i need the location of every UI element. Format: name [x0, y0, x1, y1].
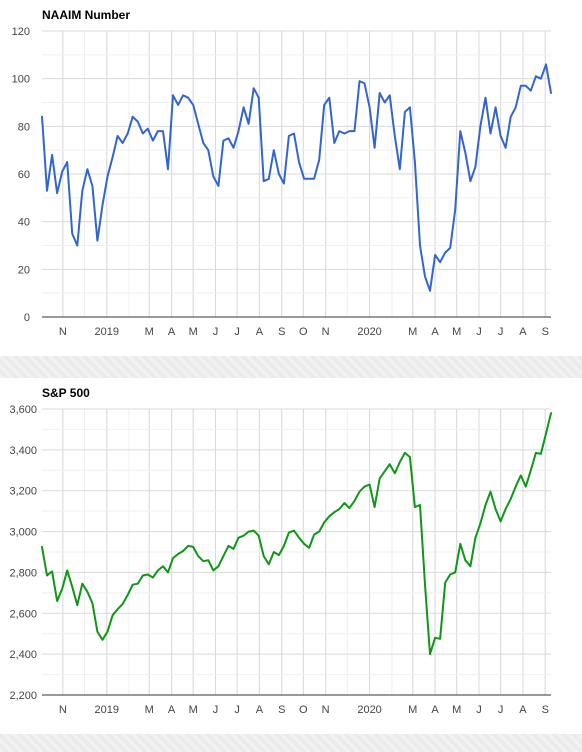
naaim-axes: 0 20 40 60 80 100 120 N 2019 M A M J J A S O N 2020 M A M J J A S — [12, 26, 549, 338]
sp500-x-tick-label: M — [452, 704, 461, 716]
naaim-x-tick-label: M — [452, 326, 461, 338]
naaim-x-tick-label: N — [322, 326, 330, 338]
sp500-y-tick-label: 2,200 — [9, 690, 37, 702]
naaim-x-tick-label: S — [542, 326, 549, 338]
naaim-x-tick-label: S — [278, 326, 285, 338]
naaim-x-tick-label: 2020 — [357, 326, 381, 338]
sp500-x-tick-label: A — [256, 704, 264, 716]
naaim-y-tick-label: 120 — [12, 26, 30, 38]
sp500-x-tick-label: J — [234, 704, 240, 716]
sp500-y-tick-label: 2,600 — [9, 608, 37, 620]
sp500-y-tick-label: 3,200 — [9, 486, 37, 498]
sp500-chart: S&P 500 2,200 2,400 2,600 2,800 3,000 3,200 3,… — [9, 386, 552, 716]
naaim-y-tick-label: 60 — [18, 169, 30, 181]
naaim-x-tick-label: O — [299, 326, 308, 338]
naaim-series — [41, 63, 552, 292]
sp500-y-tick-label: 2,400 — [9, 649, 37, 661]
sp500-x-tick-label: S — [542, 704, 549, 716]
naaim-x-tick-label: J — [213, 326, 219, 338]
naaim-x-tick-label: J — [476, 326, 482, 338]
naaim-x-tick-label: 2019 — [95, 326, 119, 338]
naaim-x-tick-label: A — [256, 326, 264, 338]
sp500-x-tick-label: N — [322, 704, 330, 716]
naaim-y-tick-label: 0 — [24, 312, 30, 324]
sp500-x-tick-label: O — [299, 704, 308, 716]
sp500-x-tick-label: A — [168, 704, 176, 716]
naaim-x-tick-label: J — [234, 326, 240, 338]
sp500-y-tick-label: 3,000 — [9, 527, 37, 539]
sp500-y-tick-label: 3,400 — [9, 445, 37, 457]
sp500-y-tick-label: 2,800 — [9, 567, 37, 579]
naaim-x-tick-label: A — [519, 326, 527, 338]
sp500-x-tick-label: M — [408, 704, 417, 716]
naaim-chart: NAAIM Number 0 20 40 60 80 100 120 N 2019 M A M J J A S… — [12, 8, 552, 338]
naaim-x-tick-label: M — [145, 326, 154, 338]
naaim-y-tick-label: 20 — [18, 264, 30, 276]
sp500-x-tick-label: A — [519, 704, 527, 716]
sp500-x-tick-label: S — [278, 704, 285, 716]
sp500-x-tick-label: J — [213, 704, 219, 716]
sp500-x-tick-label: J — [476, 704, 482, 716]
naaim-y-tick-label: 100 — [12, 74, 30, 86]
sp500-series — [41, 412, 552, 656]
sp500-axes: 2,200 2,400 2,600 2,800 3,000 3,200 3,400 3,600… — [9, 404, 548, 716]
naaim-x-tick-label: M — [408, 326, 417, 338]
sp500-chart-panel: S&P 500 2,200 2,400 2,600 2,800 3,000 3,200 3,… — [0, 378, 582, 734]
sp500-x-tick-label: M — [189, 704, 198, 716]
naaim-x-tick-label: A — [168, 326, 176, 338]
sp500-x-tick-label: M — [145, 704, 154, 716]
separator-strip — [0, 356, 582, 378]
naaim-x-tick-label: A — [431, 326, 439, 338]
sp500-x-tick-label: 2020 — [357, 704, 381, 716]
sp500-grid — [42, 408, 551, 696]
naaim-y-tick-label: 80 — [18, 121, 30, 133]
naaim-series-line — [41, 63, 552, 292]
naaim-x-tick-label: J — [498, 326, 504, 338]
naaim-x-tick-label: N — [59, 326, 67, 338]
sp500-x-tick-label: 2019 — [95, 704, 119, 716]
naaim-chart-title: NAAIM Number — [42, 8, 130, 22]
sp500-y-tick-label: 3,600 — [9, 404, 37, 416]
naaim-y-tick-label: 40 — [18, 217, 30, 229]
naaim-grid — [42, 30, 551, 318]
sp500-chart-title: S&P 500 — [42, 386, 90, 400]
sp500-x-tick-label: J — [498, 704, 504, 716]
sp500-x-tick-label: N — [59, 704, 67, 716]
sp500-x-tick-label: A — [431, 704, 439, 716]
bottom-strip — [0, 734, 582, 752]
naaim-chart-panel: NAAIM Number 0 20 40 60 80 100 120 N 2019 M A M J J A S… — [0, 0, 582, 356]
naaim-x-tick-label: M — [189, 326, 198, 338]
sp500-series-line — [41, 412, 552, 656]
